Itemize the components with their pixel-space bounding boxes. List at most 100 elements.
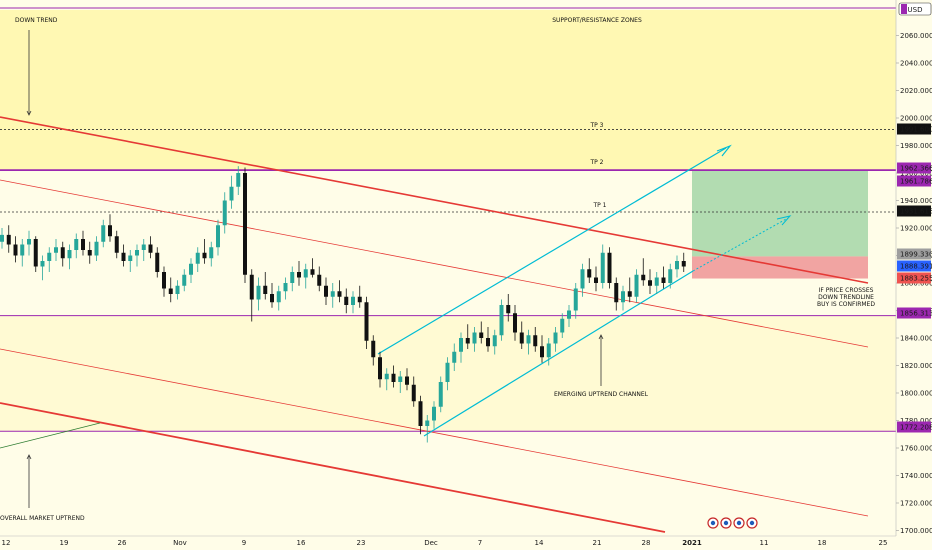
currency-tag: USD xyxy=(898,2,932,16)
candle-body xyxy=(560,318,565,333)
time-axis-label: 14 xyxy=(535,539,544,547)
candle-body xyxy=(135,250,139,256)
candle-body xyxy=(337,291,342,297)
candle-body xyxy=(155,252,160,272)
candle-body xyxy=(378,357,382,380)
price-axis-label: 2060.000 xyxy=(900,32,932,40)
time-axis-label: 26 xyxy=(118,539,127,547)
price-axis-label: 1800.000 xyxy=(900,390,932,398)
candle-body xyxy=(310,269,315,275)
candle-body xyxy=(87,250,92,256)
price-axis-label: 2040.000 xyxy=(900,60,932,68)
time-axis-label: 28 xyxy=(642,539,651,547)
candle-body xyxy=(445,362,450,382)
candle-body xyxy=(0,234,4,242)
candle-body xyxy=(546,343,551,358)
candle-body xyxy=(614,283,619,303)
candle-body xyxy=(452,351,457,363)
candle-body xyxy=(384,373,389,380)
downtrend-channel-line xyxy=(0,348,869,517)
price-axis-label: 1740.000 xyxy=(900,472,932,480)
annotation-uptrend-channel: EMERGING UPTREND CHANNEL xyxy=(554,391,649,398)
candle-body xyxy=(641,274,646,281)
price-axis-label: 1760.000 xyxy=(900,445,932,453)
candle-body xyxy=(276,291,281,303)
resistance-zone xyxy=(0,10,896,170)
candle-body xyxy=(594,277,598,283)
time-axis-label: Nov xyxy=(173,539,187,547)
candle-body xyxy=(567,310,571,319)
annotation-tp3: TP 3 xyxy=(589,122,603,129)
flag-icon xyxy=(749,520,755,526)
price-level-label: 1931.615 xyxy=(900,208,932,216)
time-axis-label: 2021 xyxy=(682,539,702,547)
uptrend-channel-lower xyxy=(423,270,694,437)
time-axis-label: 12 xyxy=(2,539,11,547)
candle-body xyxy=(101,225,106,242)
candle-body xyxy=(270,294,274,303)
arrow-head-icon xyxy=(776,215,792,226)
price-axis-label: 1700.000 xyxy=(900,527,932,535)
time-axis-label: 18 xyxy=(818,539,827,547)
candle-body xyxy=(128,255,133,261)
flag-icon xyxy=(710,520,716,526)
candle-body xyxy=(357,296,362,303)
candle-body xyxy=(634,274,639,297)
candle-body xyxy=(486,338,490,347)
candle-body xyxy=(587,269,592,278)
price-axis-label: 2020.000 xyxy=(900,87,932,95)
price-level-label-box xyxy=(897,421,931,433)
arrow-head-icon xyxy=(26,454,32,460)
candle-body xyxy=(425,420,430,426)
candle-body xyxy=(432,406,436,421)
downtrend-line xyxy=(0,116,869,284)
candle-body xyxy=(506,305,511,314)
candle-body xyxy=(526,335,531,344)
candle-body xyxy=(391,373,396,382)
price-axis-label: 1820.000 xyxy=(900,362,932,370)
candle-body xyxy=(317,274,322,286)
price-level-label: 1991.600 xyxy=(900,126,932,134)
candle-body xyxy=(13,244,18,256)
stop-loss-zone xyxy=(692,256,868,279)
candle-body xyxy=(114,236,119,253)
candle-body xyxy=(344,296,349,305)
candle-body xyxy=(20,244,25,256)
take-profit-zone xyxy=(692,169,868,257)
candle-body xyxy=(465,338,470,344)
price-level-label: 1772.208 xyxy=(900,424,932,432)
price-axis-label: 1980.000 xyxy=(900,142,932,150)
candle-body xyxy=(438,382,443,407)
candle-body xyxy=(94,241,99,256)
uptrend-line xyxy=(0,422,101,449)
candle-body xyxy=(668,269,673,283)
arrow-head-icon xyxy=(716,144,732,157)
candle-body xyxy=(513,313,517,333)
candle-body xyxy=(162,272,166,289)
candle-body xyxy=(398,376,403,382)
candle-body xyxy=(580,269,585,289)
time-axis-label: 23 xyxy=(357,539,366,547)
price-level-label-box xyxy=(897,175,931,187)
price-axis-label: 1780.000 xyxy=(900,417,932,425)
candle-body xyxy=(553,332,558,344)
currency-label: USD xyxy=(908,6,923,14)
candle-body xyxy=(519,332,524,344)
annotation-buy-condition: DOWN TRENDLINE xyxy=(818,294,874,301)
candle-body xyxy=(675,261,679,270)
price-level-label: 1961.786 xyxy=(900,178,932,186)
candle-body xyxy=(364,302,369,341)
candle-body xyxy=(621,291,625,303)
arrow-head-icon xyxy=(26,110,32,116)
candle-body xyxy=(81,239,85,250)
candle-body xyxy=(189,263,193,275)
price-level-label-box xyxy=(897,123,931,135)
candle-body xyxy=(141,244,146,250)
downtrend-channel-line xyxy=(0,402,666,533)
candle-body xyxy=(229,186,234,201)
candle-body xyxy=(40,261,45,267)
candle-body xyxy=(303,269,308,278)
candle-body xyxy=(479,332,484,338)
